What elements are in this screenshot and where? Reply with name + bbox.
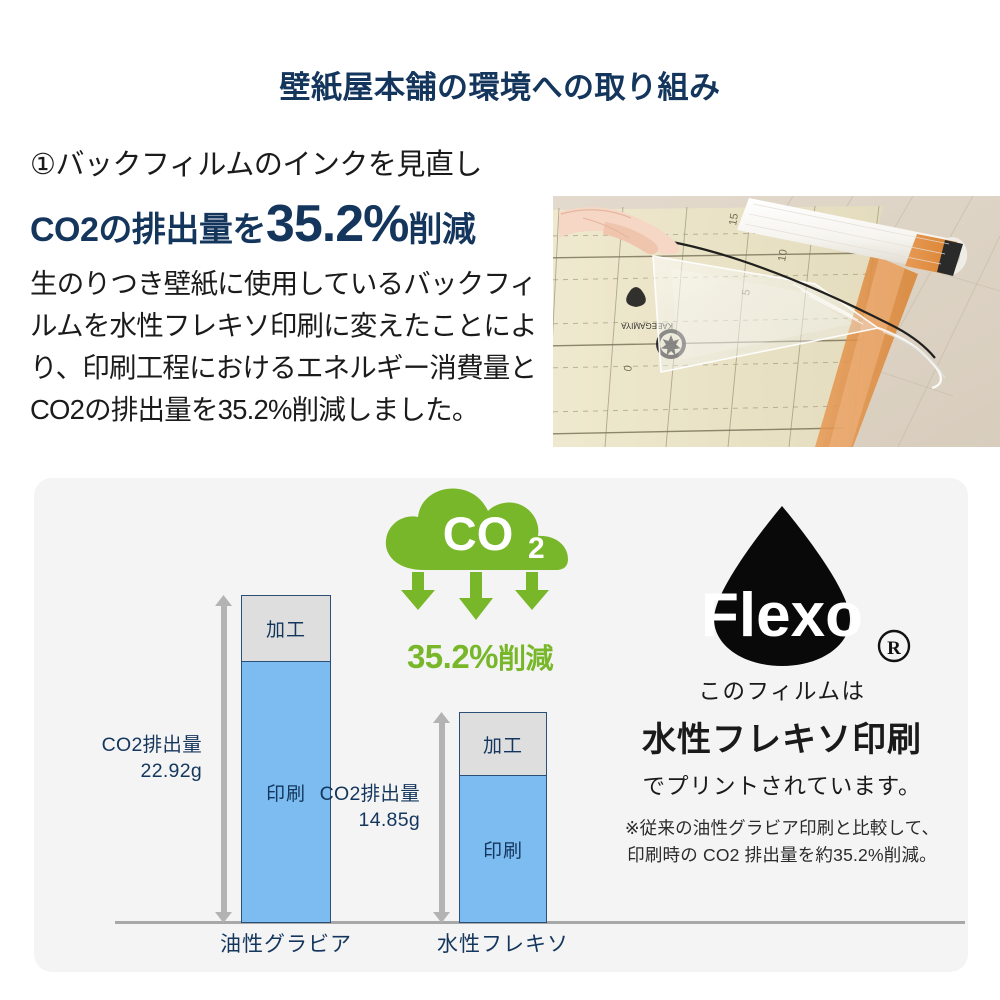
flexo-note-line-2: 印刷時の CO2 排出量を約35.2%削減。 <box>627 845 937 866</box>
flexo-line-2: 水性フレキソ印刷 <box>642 721 922 759</box>
arrow-up-icon <box>215 595 232 606</box>
flexo-line-3: でプリントされています。 <box>642 774 922 799</box>
intro-headline-value: 35.2% <box>265 195 409 254</box>
measure-label-gravure: CO2排出量 22.92g <box>70 732 202 785</box>
measure-label-flexo-title: CO2排出量 <box>319 783 420 805</box>
flexo-card: Flexo R このフィルムは 水性フレキソ印刷 でプリントされています。 ※従… <box>596 500 968 869</box>
co2-reduction-badge: CO 2 35.2%削減 <box>370 484 590 675</box>
arrow-up-icon <box>433 712 450 723</box>
svg-text:KABEGAMIYA: KABEGAMIYA <box>620 321 673 330</box>
product-photo: 15 10 5 0 KABEGAMIYA <box>553 196 1000 447</box>
flexo-logo: Flexo R <box>596 500 968 672</box>
svg-text:10: 10 <box>776 248 790 262</box>
water-drop-icon: Flexo R <box>701 506 911 666</box>
bar-gravure-segment-process: 加工 <box>242 596 330 662</box>
measure-arrow-flexo <box>433 712 450 923</box>
arrow-down-icon <box>215 912 232 923</box>
intro-headline-suffix: 削減 <box>408 211 476 250</box>
axis-label-flexo: 水性フレキソ <box>437 933 569 956</box>
bar-flexo-segment-process: 加工 <box>460 713 546 776</box>
bar-chart: 加工 印刷 CO2排出量 22.92g 油性グラビア 加工 印刷 <box>34 478 965 972</box>
co2-reduction-text: 35.2%削減 <box>370 637 590 677</box>
arrow-down-icon <box>433 912 450 923</box>
measure-arrow-gravure <box>215 595 232 923</box>
co2-reduction-suffix: 削減 <box>498 643 554 674</box>
axis-label-gravure: 油性グラビア <box>220 933 352 956</box>
registered-mark-icon: R <box>877 629 911 663</box>
flexo-line-1: このフィルムは <box>698 679 866 704</box>
bar-flexo: 加工 印刷 <box>459 712 547 923</box>
bar-flexo-segment-print: 印刷 <box>460 776 546 922</box>
arrow-shaft <box>438 721 445 914</box>
flexo-note: ※従来の油性グラビア印刷と比較して、 印刷時の CO2 排出量を約35.2%削減… <box>596 815 968 869</box>
intro-headline: CO2の排出量を35.2%削減 <box>30 196 540 253</box>
measure-label-gravure-value: 22.92g <box>140 760 202 783</box>
photo-illustration: 15 10 5 0 KABEGAMIYA <box>553 196 1000 447</box>
intro-headline-prefix: CO2の排出量を <box>30 211 266 250</box>
intro-section: ①バックフィルムのインクを見直し CO2の排出量を35.2%削減 生のりつき壁紙… <box>30 148 540 431</box>
arrow-shaft <box>220 604 227 914</box>
flexo-wordmark: Flexo <box>701 581 863 650</box>
measure-label-flexo-value: 14.85g <box>358 809 420 832</box>
svg-text:0: 0 <box>622 364 635 372</box>
co2-cloud-label: CO <box>443 507 514 560</box>
svg-text:2: 2 <box>528 532 545 565</box>
flexo-note-line-1: ※従来の油性グラビア印刷と比較して、 <box>624 818 940 838</box>
intro-body: 生のりつき壁紙に使用しているバックフィルムを水性フレキソ印刷に変えたことにより、… <box>30 268 538 425</box>
co2-reduction-value: 35.2% <box>406 638 499 675</box>
intro-lead: ①バックフィルムのインクを見直し <box>30 149 482 181</box>
svg-text:R: R <box>887 638 901 659</box>
bar-gravure-segment-print: 印刷 <box>242 662 330 922</box>
chart-panel: 加工 印刷 CO2排出量 22.92g 油性グラビア 加工 印刷 <box>34 478 968 972</box>
bar-gravure: 加工 印刷 <box>241 595 331 923</box>
co2-cloud-icon: CO 2 <box>385 488 568 620</box>
svg-text:15: 15 <box>727 212 741 226</box>
measure-label-gravure-title: CO2排出量 <box>101 734 202 756</box>
measure-label-flexo: CO2排出量 14.85g <box>288 781 420 834</box>
page-title: 壁紙屋本舗の環境への取り組み <box>279 70 721 105</box>
